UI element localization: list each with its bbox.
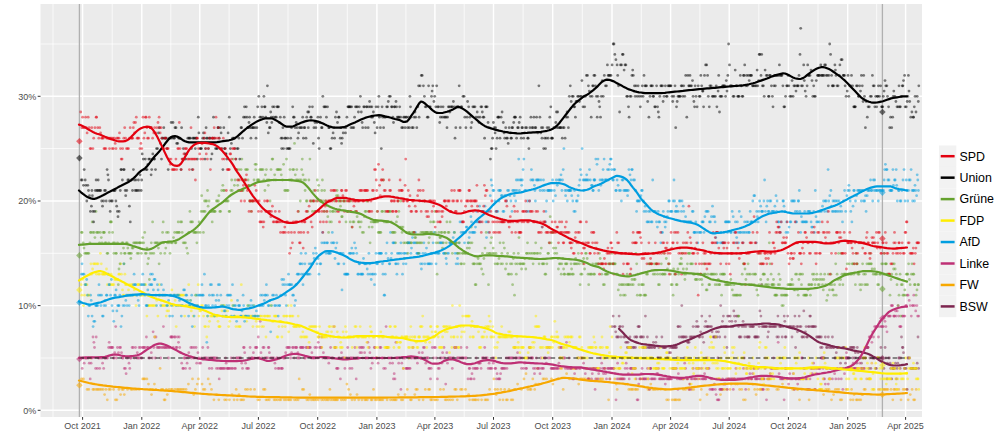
svg-text:Oct 2021: Oct 2021 bbox=[64, 421, 101, 431]
svg-text:FDP: FDP bbox=[960, 214, 985, 228]
svg-text:10%: 10% bbox=[18, 301, 36, 311]
svg-text:Apr 2024: Apr 2024 bbox=[652, 421, 689, 431]
svg-text:Apr 2023: Apr 2023 bbox=[417, 421, 454, 431]
svg-text:20%: 20% bbox=[18, 196, 36, 206]
svg-text:30%: 30% bbox=[18, 92, 36, 102]
svg-text:Jan 2024: Jan 2024 bbox=[593, 421, 630, 431]
svg-text:Oct 2023: Oct 2023 bbox=[534, 421, 571, 431]
svg-text:Oct 2022: Oct 2022 bbox=[299, 421, 336, 431]
svg-text:FW: FW bbox=[960, 278, 980, 292]
svg-text:BSW: BSW bbox=[960, 300, 989, 314]
svg-text:Jan 2023: Jan 2023 bbox=[358, 421, 395, 431]
svg-text:Grüne: Grüne bbox=[960, 192, 995, 206]
svg-text:Jul 2024: Jul 2024 bbox=[712, 421, 746, 431]
svg-text:Linke: Linke bbox=[960, 257, 990, 271]
svg-text:Oct 2024: Oct 2024 bbox=[770, 421, 807, 431]
svg-text:Jul 2023: Jul 2023 bbox=[476, 421, 510, 431]
svg-text:Jan 2022: Jan 2022 bbox=[123, 421, 160, 431]
svg-text:Jan 2025: Jan 2025 bbox=[829, 421, 866, 431]
svg-text:Apr 2022: Apr 2022 bbox=[182, 421, 219, 431]
svg-text:Jul 2022: Jul 2022 bbox=[241, 421, 275, 431]
svg-text:Apr 2025: Apr 2025 bbox=[887, 421, 924, 431]
svg-text:Union: Union bbox=[960, 171, 992, 185]
svg-text:0%: 0% bbox=[23, 406, 36, 416]
svg-text:AfD: AfD bbox=[960, 235, 981, 249]
svg-text:SPD: SPD bbox=[960, 150, 986, 164]
